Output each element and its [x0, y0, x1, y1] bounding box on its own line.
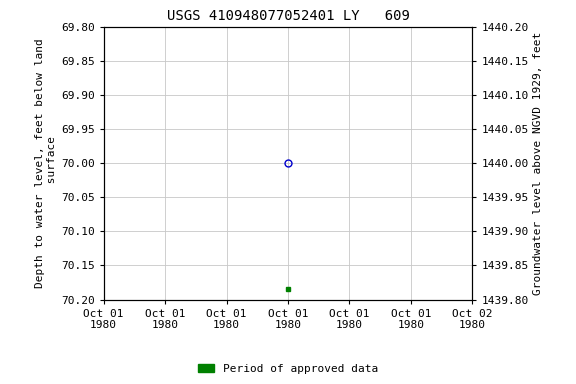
Legend: Period of approved data: Period of approved data [193, 359, 383, 379]
Y-axis label: Groundwater level above NGVD 1929, feet: Groundwater level above NGVD 1929, feet [533, 31, 543, 295]
Y-axis label: Depth to water level, feet below land
 surface: Depth to water level, feet below land su… [35, 38, 56, 288]
Title: USGS 410948077052401 LY   609: USGS 410948077052401 LY 609 [166, 9, 410, 23]
